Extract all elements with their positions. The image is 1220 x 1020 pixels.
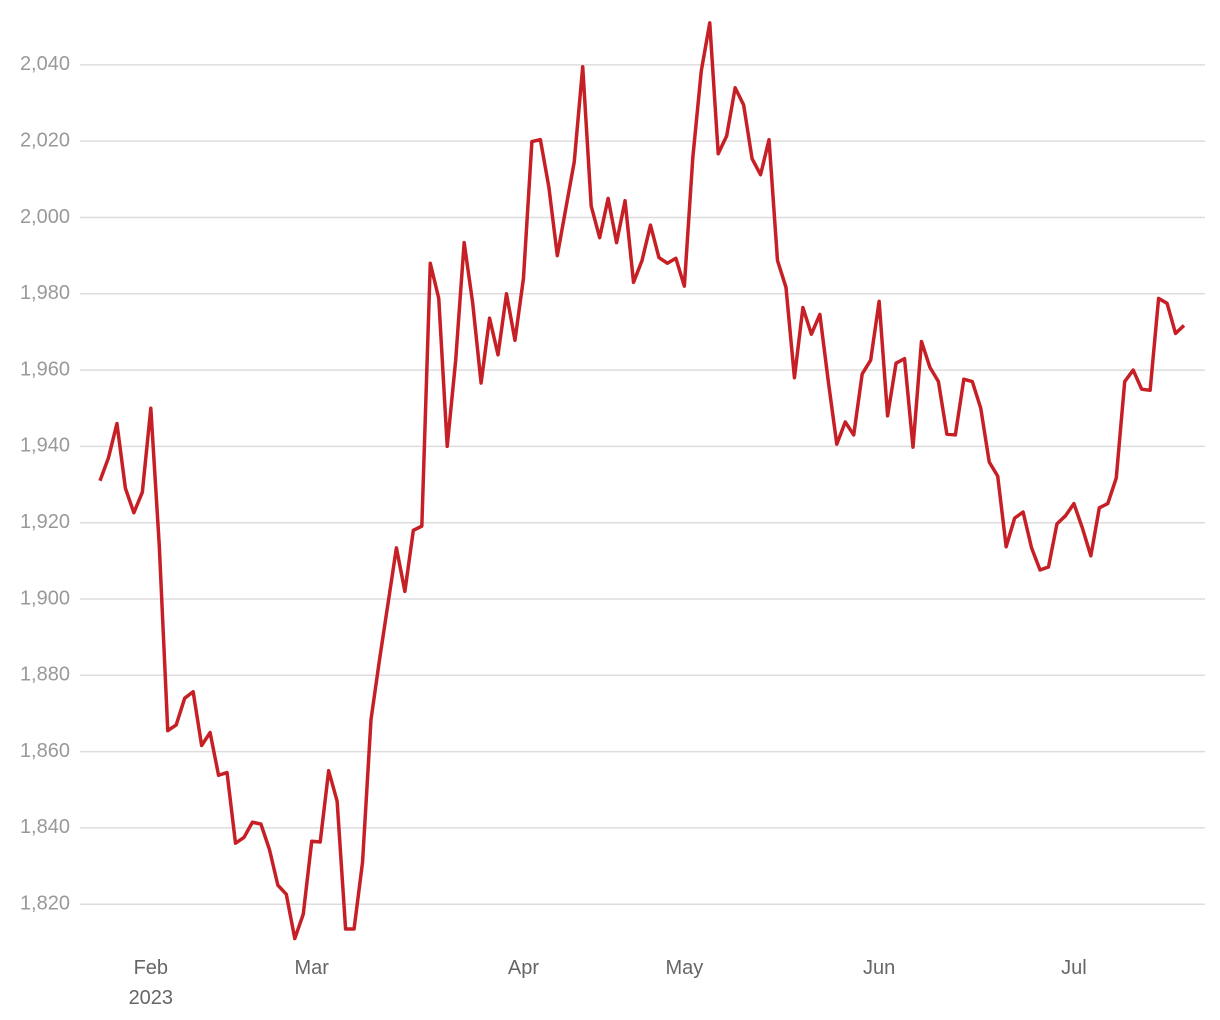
y-tick-label: 2,040	[20, 53, 70, 75]
y-tick-label: 2,020	[20, 129, 70, 151]
y-tick-label: 1,880	[20, 664, 70, 686]
x-tick-label: May	[665, 957, 704, 979]
data-line	[98, 21, 1186, 941]
x-tick-label: Jun	[863, 957, 896, 979]
y-tick-label: 1,980	[20, 282, 70, 304]
y-tick-label: 1,860	[20, 740, 70, 762]
x-tick-label: Jul	[1061, 957, 1087, 979]
x-tick-label: Feb 2023	[128, 957, 174, 1009]
y-tick-label: 1,900	[20, 587, 70, 609]
y-tick-label: 1,820	[20, 892, 70, 914]
y-tick-label: 2,000	[20, 206, 70, 228]
y-tick-label: 1,920	[20, 511, 70, 533]
y-tick-label: 1,840	[20, 816, 70, 838]
y-tick-label: 1,940	[20, 435, 70, 457]
x-tick-label: Apr	[507, 957, 539, 979]
y-tick-label: 1,960	[20, 358, 70, 380]
x-tick-label: Mar	[294, 957, 329, 979]
